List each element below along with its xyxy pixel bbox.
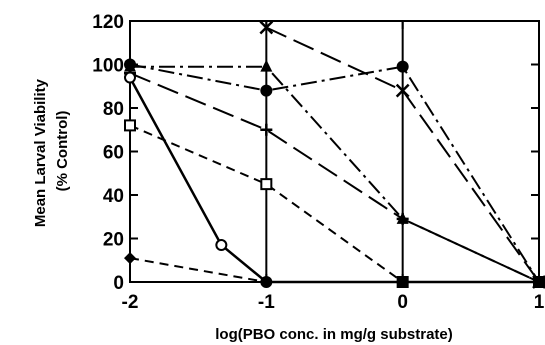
open-circle-marker	[215, 239, 228, 252]
filled-diamond-marker	[260, 276, 273, 288]
series-line-4	[129, 124, 539, 283]
x-tick-label: -1	[258, 292, 275, 313]
x-tick-label: 1	[534, 292, 545, 313]
series-4	[124, 119, 545, 288]
y-axis-title-line-2: (% Control)	[54, 111, 71, 192]
y-axis-title-line-1: Mean Larval Viability	[32, 78, 49, 227]
y-tick-label: 0	[113, 273, 124, 294]
tick-labels: 0 20 40 60 80 100 120 -2 -1 0 1	[92, 12, 544, 313]
x-tick-label: 0	[397, 292, 408, 313]
filled-diamond-marker	[533, 276, 545, 288]
series-line-6	[129, 257, 539, 283]
x-marker	[259, 20, 274, 35]
y-tick-label: 80	[103, 99, 124, 120]
series-line-3	[129, 72, 540, 283]
open-square-marker	[124, 119, 136, 132]
y-tick-label: 120	[92, 12, 124, 33]
filled-triangle-marker	[260, 59, 273, 72]
open-square-marker	[260, 178, 273, 191]
filled-diamond-marker	[124, 252, 136, 265]
series-group	[124, 20, 545, 289]
filled-circle-marker	[260, 84, 273, 97]
x-axis-title: log(PBO conc. in mg/g substrate)	[215, 326, 453, 343]
y-tick-label: 20	[103, 230, 124, 251]
x-marker	[395, 83, 410, 98]
filled-diamond-marker	[396, 276, 409, 288]
y-tick-label: 100	[92, 56, 124, 77]
series-line-0	[129, 63, 540, 283]
open-circle-marker	[124, 71, 136, 84]
y-axis-title: Mean Larval Viability (% Control)	[32, 75, 71, 227]
filled-circle-marker	[396, 60, 409, 73]
y-tick-label: 60	[103, 143, 124, 164]
x-tick-label: -2	[122, 292, 139, 313]
filled-triangle-marker	[124, 59, 136, 72]
series-6	[124, 252, 545, 288]
series-line-2	[130, 65, 540, 283]
series-3	[124, 67, 545, 288]
series-line-5	[128, 77, 539, 284]
y-tick-label: 40	[103, 186, 124, 207]
plus-marker	[396, 212, 409, 225]
plus-marker	[260, 123, 273, 136]
